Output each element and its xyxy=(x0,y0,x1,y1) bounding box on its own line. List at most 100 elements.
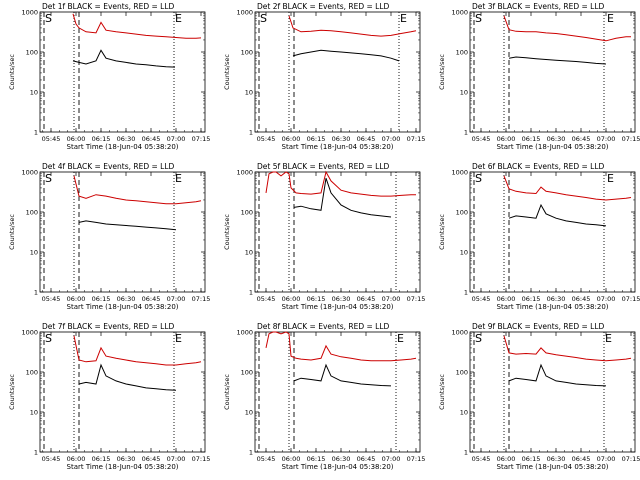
plot-frame xyxy=(39,331,206,453)
x-tick-label: 06:45 xyxy=(357,455,376,463)
y-tick-label: 100 xyxy=(241,369,253,377)
y-tick-label: 1000 xyxy=(451,329,468,337)
y-tick-label: 1000 xyxy=(21,9,38,17)
x-tick-label: 05:45 xyxy=(472,295,491,303)
x-tick-label: 06:15 xyxy=(307,135,326,143)
y-tick-label: 10 xyxy=(30,89,38,97)
plot-frame xyxy=(469,331,636,453)
x-tick-label: 05:45 xyxy=(257,135,276,143)
panel-title: Det 3f BLACK = Events, RED = LLD xyxy=(472,2,605,11)
lld-series-line xyxy=(288,15,417,37)
x-axis-label: Start Time (18-Jun-04 05:38:20) xyxy=(67,463,179,471)
x-axis-label: Start Time (18-Jun-04 05:38:20) xyxy=(67,143,179,151)
x-tick-label: 06:00 xyxy=(282,135,301,143)
events-series-line xyxy=(72,49,176,68)
start-marker-label: S xyxy=(45,172,52,185)
x-tick-label: 06:00 xyxy=(497,295,516,303)
panel-title: Det 1f BLACK = Events, RED = LLD xyxy=(42,2,175,11)
x-tick-label: 05:45 xyxy=(42,455,61,463)
lld-series-line xyxy=(72,13,202,39)
x-tick-label: 06:00 xyxy=(67,135,86,143)
end-marker-label: E xyxy=(607,172,614,185)
y-tick-label: 100 xyxy=(456,209,468,217)
x-tick-label: 06:30 xyxy=(332,455,351,463)
y-tick-label: 100 xyxy=(456,369,468,377)
x-tick-label: 07:15 xyxy=(407,295,426,303)
x-tick-label: 06:45 xyxy=(357,135,376,143)
lld-series-line xyxy=(265,331,417,362)
lld-series-line xyxy=(73,175,202,205)
x-tick-label: 06:15 xyxy=(522,135,541,143)
start-marker-label: S xyxy=(475,332,482,345)
x-axis-label: Start Time (18-Jun-04 05:38:20) xyxy=(282,463,394,471)
x-tick-label: 07:00 xyxy=(382,455,401,463)
y-tick-label: 10 xyxy=(460,249,468,257)
x-tick-label: 06:45 xyxy=(572,455,591,463)
x-tick-label: 05:45 xyxy=(257,295,276,303)
plot-frame xyxy=(254,331,421,453)
x-tick-label: 06:00 xyxy=(67,295,86,303)
x-axis-label: Start Time (18-Jun-04 05:38:20) xyxy=(497,463,609,471)
x-tick-label: 06:30 xyxy=(332,295,351,303)
x-tick-label: 06:15 xyxy=(522,295,541,303)
panel-title: Det 6f BLACK = Events, RED = LLD xyxy=(472,162,605,171)
y-tick-label: 100 xyxy=(26,369,38,377)
x-tick-label: 06:00 xyxy=(497,135,516,143)
y-tick-label: 100 xyxy=(26,49,38,57)
x-tick-label: 07:15 xyxy=(407,135,426,143)
y-tick-label: 1 xyxy=(34,129,38,137)
y-tick-label: 1 xyxy=(249,289,253,297)
end-marker-label: E xyxy=(175,332,182,345)
y-tick-label: 1 xyxy=(249,449,253,457)
x-tick-label: 07:15 xyxy=(622,455,640,463)
x-tick-label: 06:45 xyxy=(142,295,161,303)
start-marker-label: S xyxy=(260,12,267,25)
x-axis-label: Start Time (18-Jun-04 05:38:20) xyxy=(497,303,609,311)
y-axis-label: Counts/sec xyxy=(8,54,16,90)
end-marker-label: E xyxy=(175,172,182,185)
plot-frame xyxy=(254,171,421,293)
y-axis-label: Counts/sec xyxy=(223,374,231,410)
x-tick-label: 06:45 xyxy=(142,455,161,463)
y-axis-label: Counts/sec xyxy=(8,374,16,410)
x-tick-label: 05:45 xyxy=(257,455,276,463)
x-tick-label: 07:00 xyxy=(597,455,616,463)
y-axis-label: Counts/sec xyxy=(438,214,446,250)
y-tick-label: 100 xyxy=(26,209,38,217)
events-series-line xyxy=(293,178,392,218)
y-tick-label: 10 xyxy=(245,409,253,417)
y-tick-label: 1 xyxy=(464,129,468,137)
panel-title: Det 5f BLACK = Events, RED = LLD xyxy=(257,162,390,171)
x-tick-label: 06:15 xyxy=(307,455,326,463)
y-axis-label: Counts/sec xyxy=(438,374,446,410)
events-series-line xyxy=(508,203,607,227)
x-axis-label: Start Time (18-Jun-04 05:38:20) xyxy=(282,143,394,151)
x-tick-label: 07:00 xyxy=(167,455,186,463)
x-axis-label: Start Time (18-Jun-04 05:38:20) xyxy=(67,303,179,311)
x-tick-label: 06:45 xyxy=(142,135,161,143)
events-series-line xyxy=(78,220,177,231)
x-tick-label: 06:15 xyxy=(92,295,111,303)
x-tick-label: 06:15 xyxy=(307,295,326,303)
panel-det-6: Det 6f BLACK = Events, RED = LLD 1 10 100 10… xyxy=(438,162,640,311)
y-tick-label: 1000 xyxy=(451,169,468,177)
plot-frame xyxy=(39,171,206,293)
panel-title: Det 2f BLACK = Events, RED = LLD xyxy=(257,2,390,11)
lld-series-line xyxy=(503,15,631,42)
x-tick-label: 07:15 xyxy=(192,135,211,143)
x-tick-label: 06:45 xyxy=(572,135,591,143)
x-tick-label: 06:00 xyxy=(67,455,86,463)
x-tick-label: 06:30 xyxy=(117,135,136,143)
x-tick-label: 06:30 xyxy=(547,455,566,463)
y-tick-label: 10 xyxy=(245,89,253,97)
x-axis-label: Start Time (18-Jun-04 05:38:20) xyxy=(497,143,609,151)
events-series-line xyxy=(78,363,177,391)
events-series-line xyxy=(508,363,607,387)
x-tick-label: 06:15 xyxy=(522,455,541,463)
lld-series-line xyxy=(503,175,632,201)
y-tick-label: 1 xyxy=(464,449,468,457)
x-tick-label: 06:30 xyxy=(547,295,566,303)
x-tick-label: 06:45 xyxy=(572,295,591,303)
